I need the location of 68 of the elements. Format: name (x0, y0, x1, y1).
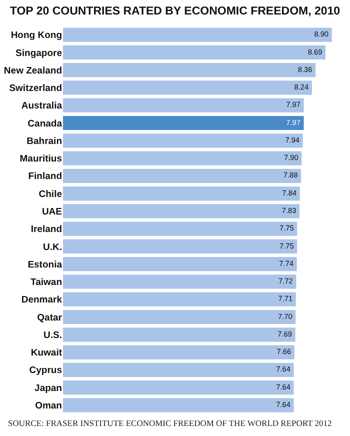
data-label: 7.71 (278, 294, 293, 304)
data-label: 7.83 (282, 206, 296, 216)
bar (63, 345, 294, 360)
data-label: 8.36 (298, 64, 312, 74)
bar (63, 151, 302, 166)
bar (63, 63, 316, 78)
y-tick-label: Switzerland (9, 83, 62, 94)
bar (63, 168, 302, 183)
y-tick-label: Hong Kong (10, 30, 62, 42)
source-note: SOURCE: FRASER INSTITUTE ECONOMIC FREEDOM OF THE WORLD REPORT 2012 (8, 418, 332, 428)
y-tick-label: Bahrain (26, 136, 62, 147)
y-tick-label: U.K. (43, 242, 62, 253)
data-label: 8.90 (314, 30, 329, 39)
bar (63, 116, 304, 130)
bar (63, 239, 298, 254)
data-label: 7.90 (284, 153, 298, 162)
bar (63, 274, 296, 289)
data-label: 7.88 (283, 170, 298, 180)
bar (63, 362, 294, 377)
data-label: 8.69 (308, 47, 322, 56)
data-label: 7.75 (279, 224, 294, 233)
y-tick-label: Denmark (21, 294, 63, 306)
data-label: 7.69 (278, 329, 292, 338)
bar (63, 98, 304, 112)
bar (63, 398, 294, 412)
data-label: 7.97 (286, 100, 300, 110)
y-tick-label: UAE (42, 206, 62, 218)
data-label: 7.97 (286, 118, 300, 127)
y-tick-label: Cyprus (29, 365, 62, 376)
y-tick-label: Qatar (37, 312, 62, 324)
bar (63, 80, 312, 95)
data-label: 7.70 (278, 312, 292, 321)
y-tick-label: Kuwait (30, 348, 63, 359)
bar (63, 292, 296, 306)
bar (63, 204, 300, 218)
bar (63, 28, 332, 42)
y-tick-label: Japan (34, 382, 62, 394)
data-label: 7.66 (276, 347, 292, 356)
bar (63, 328, 296, 342)
data-label: 7.75 (279, 241, 294, 250)
y-tick-label: Oman (35, 400, 62, 412)
bar (63, 257, 297, 272)
bar (63, 45, 326, 60)
y-tick-label: U.S. (44, 330, 62, 341)
data-label: 8.24 (294, 82, 309, 92)
y-tick-label: Singapore (16, 48, 62, 59)
data-label: 7.84 (282, 188, 296, 198)
data-label: 7.72 (278, 276, 293, 286)
bar (63, 380, 294, 395)
data-label: 7.94 (285, 135, 300, 144)
y-tick-label: Chile (38, 188, 62, 200)
data-label: 7.64 (276, 400, 290, 410)
bar (63, 222, 298, 236)
bar (63, 186, 300, 201)
y-tick-label: New Zealand (4, 65, 62, 76)
chart-title: TOP 20 COUNTRIES RATED BY ECONOMIC FREEDOM, 2010 (10, 6, 340, 18)
y-tick-label: Estonia (28, 259, 63, 270)
y-tick-label: Taiwan (30, 277, 62, 288)
bar (63, 134, 303, 148)
y-tick-label: Canada (28, 118, 63, 130)
y-tick-label: Mauritius (20, 154, 62, 165)
data-label: 7.64 (276, 364, 290, 374)
bar (63, 310, 296, 324)
y-tick-label: Finland (28, 171, 62, 182)
y-tick-label: Ireland (30, 224, 62, 236)
y-tick-label: Australia (21, 100, 63, 112)
data-label: 7.74 (279, 258, 294, 268)
data-label: 7.64 (276, 382, 290, 392)
